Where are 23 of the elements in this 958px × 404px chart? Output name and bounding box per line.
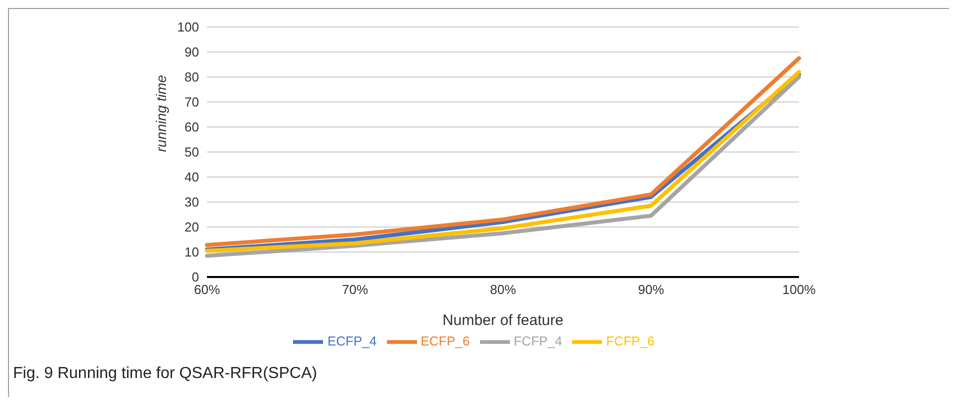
y-tick-label: 20	[184, 220, 199, 235]
x-tick-label: 70%	[342, 282, 368, 298]
y-tick-label: 30	[184, 194, 199, 210]
y-tick-label: 40	[184, 170, 199, 185]
x-axis-title: Number of feature	[442, 312, 564, 329]
x-tick-label: 60%	[194, 282, 220, 298]
y-tick-label: 70	[184, 94, 199, 110]
y-tick-label: 60	[184, 120, 199, 135]
x-tick-label: 100%	[782, 282, 816, 298]
legend-label: FCFP_6	[606, 333, 655, 348]
legend-label: FCFP_4	[514, 333, 562, 348]
x-tick-label: 80%	[490, 282, 516, 298]
text: Fig. 9 Running time for QSAR-RFR(SPCA)	[13, 365, 318, 383]
y-tick-label: 0	[192, 270, 199, 285]
y-axis-title: running time	[152, 74, 169, 152]
y-tick-label: 50	[184, 144, 199, 160]
legend-label: ECFP_6	[420, 333, 470, 348]
y-tick-label: 90	[184, 44, 199, 60]
x-tick-label: 90%	[638, 282, 664, 298]
y-tick-label: 80	[184, 70, 199, 85]
legend-label: ECFP_4	[327, 333, 377, 348]
y-tick-label: 100	[177, 20, 199, 35]
y-tick-label: 10	[184, 244, 199, 260]
